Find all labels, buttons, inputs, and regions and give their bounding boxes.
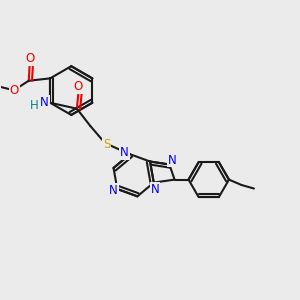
Text: N: N: [40, 96, 49, 109]
Text: N: N: [109, 184, 118, 197]
Text: O: O: [10, 84, 19, 97]
Text: S: S: [103, 138, 110, 151]
Text: N: N: [151, 183, 159, 196]
Text: N: N: [168, 154, 177, 166]
Text: O: O: [25, 52, 34, 65]
Text: H: H: [29, 99, 38, 112]
Text: O: O: [74, 80, 83, 93]
Text: N: N: [120, 146, 129, 159]
